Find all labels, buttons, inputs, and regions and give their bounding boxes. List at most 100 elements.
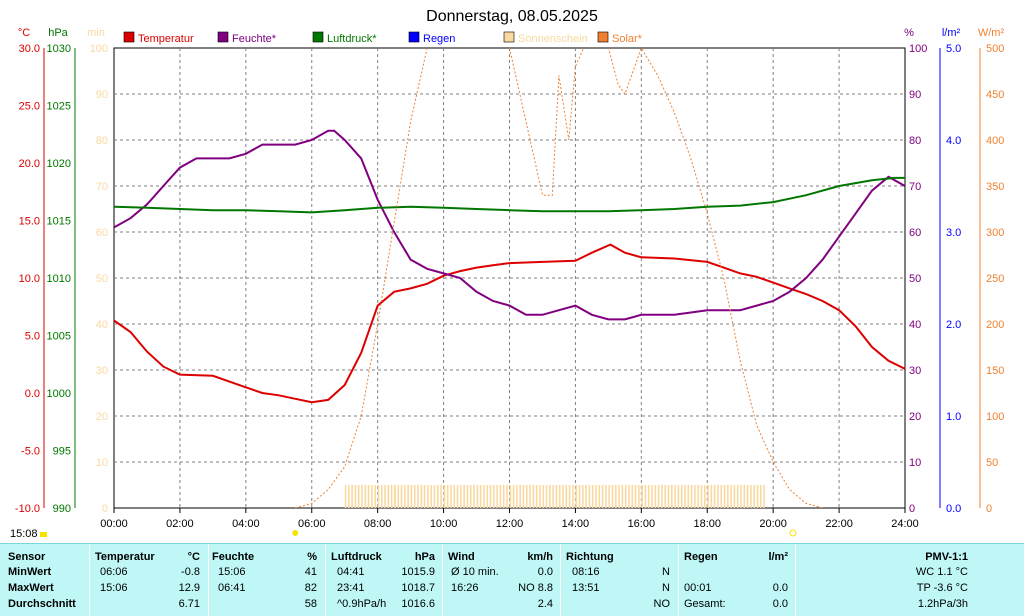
sunshine-tick-label: 90 [96, 89, 108, 101]
stats-cell-t_val: -0.8 [181, 566, 200, 578]
solar-tick-label: 450 [986, 89, 1004, 101]
sunshine-bar [512, 485, 515, 508]
sunshine-bar [516, 485, 518, 508]
humidity-tick-label: 0 [909, 503, 915, 515]
sunshine-bar [601, 485, 604, 508]
legend-swatch-solar [597, 31, 609, 43]
header-rain: Regen [684, 551, 718, 563]
sunshine-bar [743, 485, 746, 508]
solar-tick-label: 100 [986, 411, 1004, 423]
sunshine-bar [443, 485, 446, 508]
pressure-tick-label: 995 [53, 446, 71, 458]
sunshine-bar [595, 485, 597, 508]
series-line-temperature [114, 243, 905, 404]
sunshine-bar [413, 485, 416, 508]
header-temperature: Temperatur [95, 551, 155, 563]
temperature-tick-label: 10.0 [19, 273, 40, 285]
solar-tick-label: 500 [986, 43, 1004, 55]
sunshine-bar [697, 485, 699, 508]
sunshine-bar [380, 485, 383, 508]
sunshine-bar [763, 485, 765, 508]
sunshine-bar [654, 485, 657, 508]
stats-cell-p_time: ^0.9hPa/h [337, 598, 387, 610]
sunshine-bar [555, 485, 558, 508]
stats-cell-p_time: 23:41 [337, 582, 365, 594]
statistics-table: Sensor Temperatur °C Feuchte % Luftdruck… [0, 543, 1024, 616]
sunset-marker [789, 529, 797, 537]
sunshine-bar [674, 485, 676, 508]
legend-label-solar: Solar* [612, 33, 643, 45]
sunshine-bar [469, 485, 472, 508]
sunshine-bar [450, 485, 452, 508]
humidity-tick-label: 80 [909, 135, 921, 147]
humidity-tick-label: 20 [909, 411, 921, 423]
sunshine-bar [611, 485, 614, 508]
stats-cell-w_val: 2.4 [537, 598, 553, 610]
x-axis-tick-label: 14:00 [562, 518, 590, 530]
stats-cell-h_val: 58 [304, 598, 317, 610]
legend-swatch-rain [408, 31, 420, 43]
stats-cell-d_val: N [662, 566, 670, 578]
sunshine-bar [384, 485, 386, 508]
sunshine-tick-label: 60 [96, 227, 108, 239]
temperature-tick-label: 30.0 [19, 43, 40, 55]
solar-tick-label: 150 [986, 365, 1004, 377]
x-axis-tick-label: 20:00 [759, 518, 787, 530]
sunshine-bar [664, 485, 667, 508]
stats-cell-r_val: 0.0 [772, 598, 788, 610]
legend-swatch-sunshine [503, 31, 515, 43]
sunshine-bar [740, 485, 742, 508]
header-humidity: Feuchte [212, 551, 255, 563]
sunshine-bar [499, 485, 502, 508]
rain-tick-label: 4.0 [946, 135, 961, 147]
legend-label-sunshine: Sonnenschein [518, 33, 588, 45]
x-axis-tick-label: 18:00 [693, 518, 721, 530]
sunshine-bar [509, 485, 512, 508]
stats-cell-w_val: 0.0 [537, 566, 553, 578]
temperature-tick-label: 0.0 [25, 388, 40, 400]
sunshine-bar [407, 485, 409, 508]
stats-cell-p_val: 1015.9 [401, 566, 435, 578]
solar-tick-label: 0 [986, 503, 992, 515]
solar-tick-label: 200 [986, 319, 1004, 331]
sunshine-bar [519, 485, 521, 508]
sunshine-bar [614, 485, 617, 508]
x-axis-tick-label: 22:00 [825, 518, 853, 530]
series-line-pressure [114, 176, 905, 214]
humidity-tick-label: 50 [909, 273, 921, 285]
x-axis-tick-label: 12:00 [496, 518, 524, 530]
sunshine-bar [387, 485, 390, 508]
sunshine-bar [753, 485, 755, 508]
sunshine-bar [506, 485, 508, 508]
sunshine-bar [420, 485, 423, 508]
current-time-label: 15:08 [10, 528, 38, 540]
x-axis-tick-label: 06:00 [298, 518, 326, 530]
sunshine-bar [598, 485, 601, 508]
sunshine-bar [621, 485, 624, 508]
series-sunshine [344, 485, 765, 508]
sunshine-bar [628, 485, 630, 508]
sunshine-bar [670, 485, 673, 508]
sunshine-bar [539, 485, 541, 508]
temperature-tick-label: 15.0 [19, 216, 40, 228]
sunshine-bar [572, 485, 574, 508]
sunshine-bar [400, 485, 403, 508]
stats-cell-h_val: 82 [304, 582, 317, 594]
temperature-tick-label: 25.0 [19, 101, 40, 113]
sunshine-bar [756, 485, 759, 508]
sunshine-bar [453, 485, 456, 508]
stats-cell-r_val: 0.0 [772, 582, 788, 594]
stats-cell-label: MinWert [8, 566, 52, 578]
sunshine-bar [436, 485, 439, 508]
sunshine-tick-label: 0 [102, 503, 108, 515]
sunshine-bar [720, 485, 723, 508]
solar-tick-label: 400 [986, 135, 1004, 147]
sunshine-tick-label: 10 [96, 457, 108, 469]
header-wind-unit: km/h [527, 551, 553, 563]
sunshine-bar [427, 485, 429, 508]
humidity-tick-label: 60 [909, 227, 921, 239]
sunshine-bar [374, 485, 376, 508]
sunshine-bar [446, 485, 449, 508]
header-wind: Wind [448, 551, 475, 563]
sunshine-bar [404, 485, 406, 508]
